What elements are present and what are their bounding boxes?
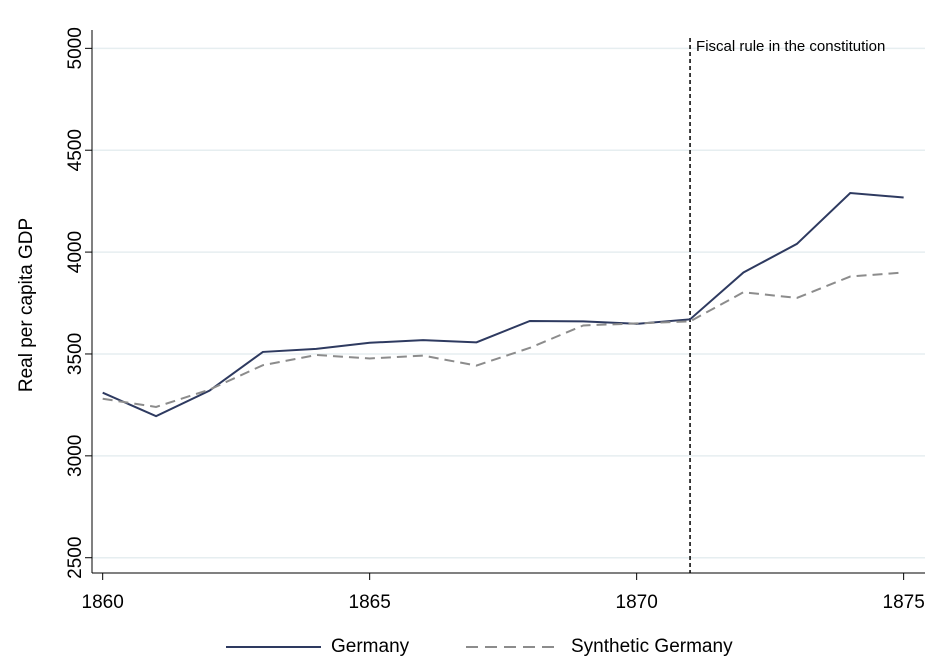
y-tick-label: 3500 [65,333,86,375]
series-line [102,271,904,408]
legend-label: Synthetic Germany [571,636,733,657]
y-tick-label: 4500 [65,129,86,171]
annotation: Fiscal rule in the constitution [696,38,885,55]
x-tick-label: 1860 [82,592,124,613]
y-tick-label: 3000 [65,435,86,477]
y-axis-label: Real per capita GDP [16,218,37,392]
series-line [102,191,904,418]
legend-label: Germany [331,636,410,657]
x-tick-label: 1870 [616,592,658,613]
x-tick-label: 1875 [883,592,925,613]
x-tick-label: 1865 [349,592,391,613]
y-tick-label: 2500 [65,537,86,579]
y-tick-label: 4000 [65,231,86,273]
y-tick-label: 5000 [65,27,86,69]
